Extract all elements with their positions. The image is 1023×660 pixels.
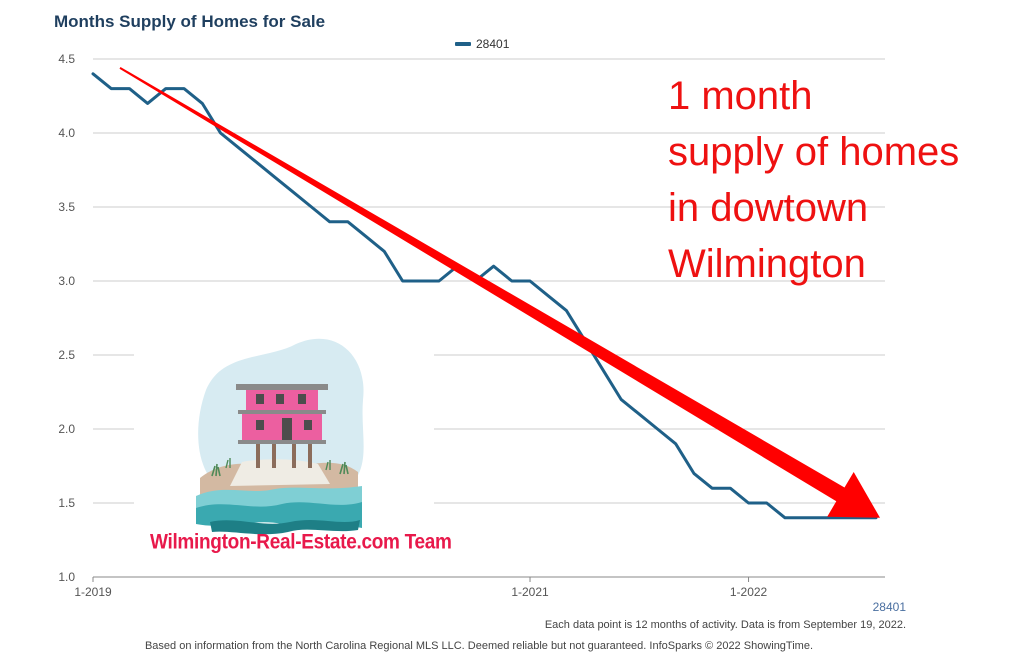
series-tag: 28401 <box>872 600 906 614</box>
data-note: Each data point is 12 months of activity… <box>544 619 906 631</box>
footer-disclaimer: Based on information from the North Caro… <box>144 640 814 652</box>
y-tick-label: 3.0 <box>58 274 75 288</box>
annotation-text: 1 month supply of homes in dowtown Wilmi… <box>668 68 1008 292</box>
y-tick-label: 3.5 <box>58 200 75 214</box>
x-axis-ticks: 1-2019 1-2021 1-2022 <box>74 577 768 599</box>
x-tick-label: 1-2019 <box>74 585 112 599</box>
y-tick-label: 2.5 <box>58 348 75 362</box>
y-tick-label: 1.5 <box>58 496 75 510</box>
x-tick-label: 1-2022 <box>730 585 768 599</box>
y-tick-label: 1.0 <box>58 570 75 584</box>
chart-series <box>91 72 878 520</box>
real-estate-logo <box>134 338 434 576</box>
annotation-line-2: supply of homes <box>668 130 960 174</box>
annotation-line-3: in dowtown <box>668 186 869 230</box>
logo-text: Wilmington-Real-Estate.com Team <box>150 530 452 555</box>
chart-title: Months Supply of Homes for Sale <box>54 12 326 31</box>
trend-arrow <box>119 67 880 518</box>
x-tick-label: 1-2021 <box>511 585 549 599</box>
chart-legend: 28401 <box>455 37 509 51</box>
y-axis-ticks: 1.0 1.5 2.0 2.5 3.0 3.5 4.0 4.5 <box>58 52 75 584</box>
y-tick-label: 4.0 <box>58 126 75 140</box>
y-tick-label: 4.5 <box>58 52 75 66</box>
annotation-line-4: Wilmington <box>668 242 866 286</box>
y-tick-label: 2.0 <box>58 422 75 436</box>
annotation-line-1: 1 month <box>668 74 813 118</box>
series-line-28401 <box>91 72 878 520</box>
legend-entry-label: 28401 <box>476 37 510 51</box>
trend-arrow-shape <box>119 67 880 518</box>
legend-swatch <box>455 42 471 46</box>
